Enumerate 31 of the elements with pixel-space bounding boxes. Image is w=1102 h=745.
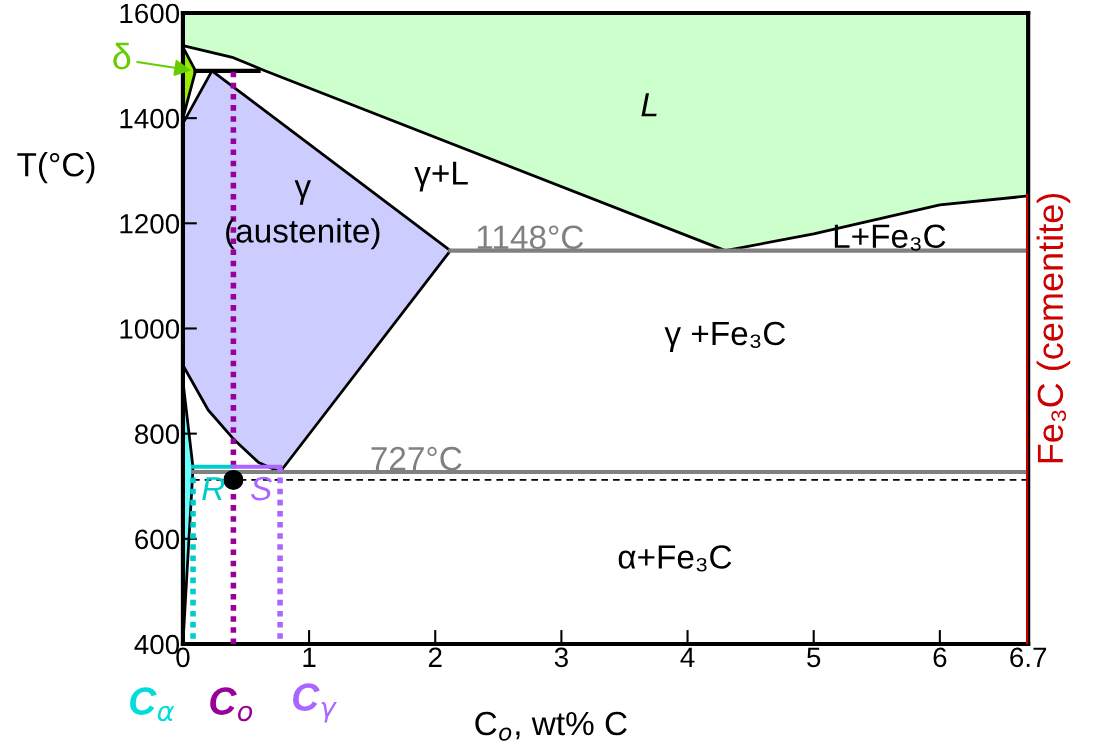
- y-tick-label: 1400: [120, 108, 180, 129]
- annotation: L+Fe₃C: [834, 224, 946, 251]
- annotation: L: [641, 93, 657, 117]
- annotation: S: [250, 476, 272, 501]
- annotation: δ: [113, 42, 131, 70]
- text: C$_{o}$: [210, 687, 253, 722]
- x-tick-label: 1: [303, 647, 316, 667]
- annotation: R: [202, 477, 225, 501]
- x-tick-label: 4: [680, 647, 695, 667]
- x-tick-label: 2: [428, 647, 442, 667]
- annotation: α+Fe₃C: [618, 545, 732, 572]
- y-tick-label: 1600: [120, 3, 180, 24]
- annotation: γ: [294, 180, 311, 205]
- text: C$_{γ}$: [293, 683, 337, 723]
- x-axis-title: C$_{o}$, wt% C: [475, 711, 627, 741]
- annotation: (austenite): [226, 218, 380, 250]
- x-tick-label: 5: [807, 647, 821, 668]
- x-tick-label: 6.7: [1010, 647, 1047, 668]
- y-tick-label: 800: [135, 424, 180, 444]
- x-tick-label: 3: [554, 647, 568, 668]
- x-tick-label: 6: [933, 647, 947, 668]
- y-axis-title: T(°C): [17, 152, 95, 184]
- y2-axis-title: Fe₃C (cementite): [1036, 193, 1071, 463]
- annotation: 727°C: [371, 446, 462, 471]
- text: C$_{α}$: [130, 687, 175, 722]
- y-tick-label: 1200: [120, 213, 180, 234]
- annotation: γ +Fe₃C: [664, 321, 786, 352]
- annotation: γ+L: [414, 161, 468, 192]
- y-tick-label: 600: [135, 529, 180, 550]
- annotation: 1148°C: [477, 225, 584, 250]
- y-tick-label: 1000: [120, 319, 180, 339]
